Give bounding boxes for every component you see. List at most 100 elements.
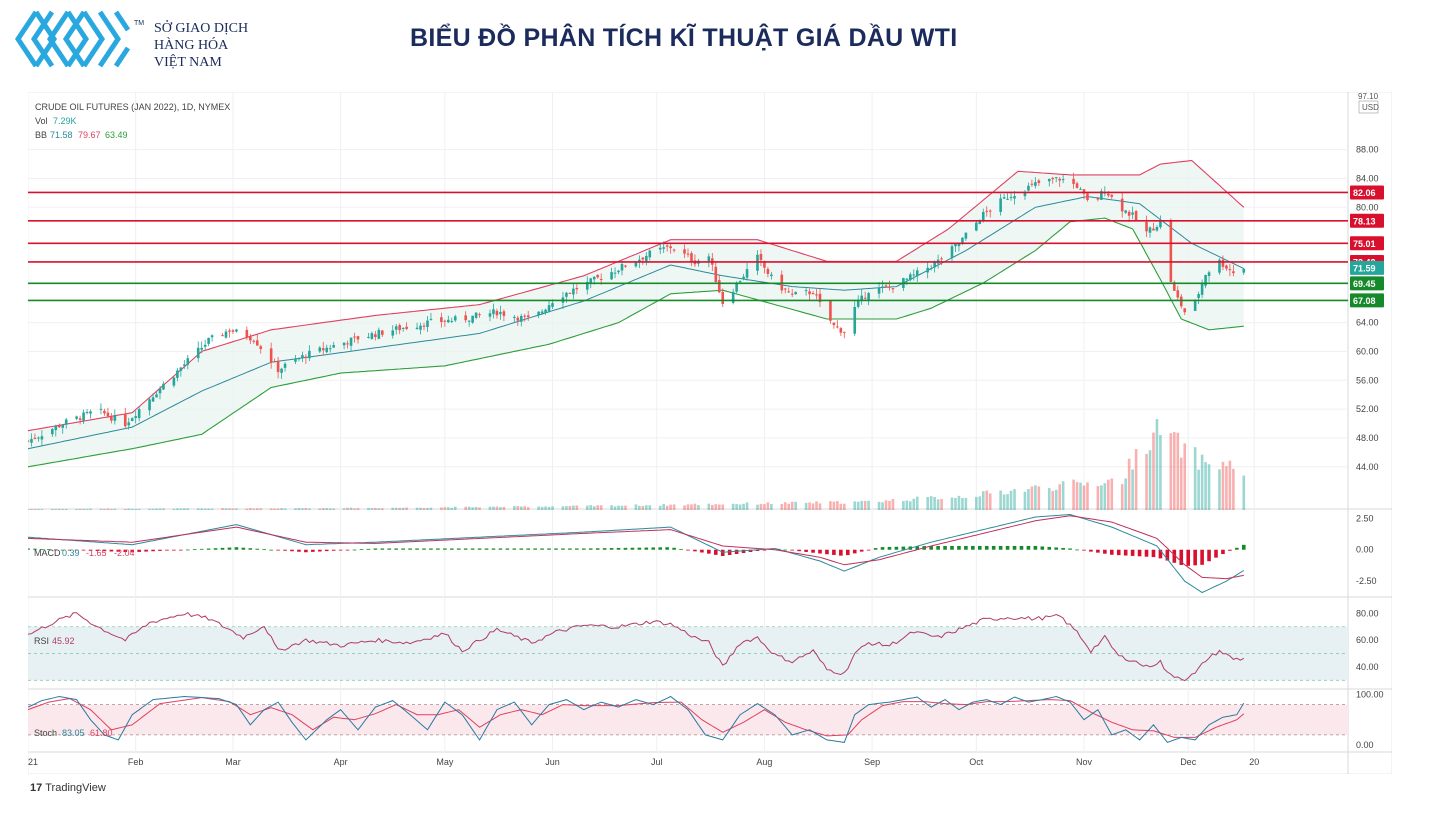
currency-label: USD [1362,103,1379,112]
logo-line-3: VIỆT NAM [154,55,222,70]
candle-body [57,425,61,428]
macd-histogram-bar [269,549,273,551]
volume-bar [374,507,377,510]
candle-body [151,397,155,402]
volume-bar [638,505,641,510]
volume-bar [349,507,353,510]
bb-upper-line [27,159,1245,432]
macd-histogram-bar [581,548,586,550]
candle-body [596,274,599,278]
volume-bar [106,508,110,510]
volume-bar [474,506,478,510]
volume-bar [221,508,224,510]
candle-body [308,350,311,359]
x-tick-label: Dec [1180,757,1197,767]
macd-histogram-bar [880,547,885,550]
volume-bar [1047,488,1051,510]
macd-histogram-bar [234,547,239,550]
volume-bar [790,501,794,510]
volume-bar [1207,464,1211,510]
volume-bar [686,504,690,510]
volume-bar [401,507,405,510]
macd-histogram-bar [540,548,544,550]
macd-histogram-bar [1061,547,1065,550]
volume-bar [1058,484,1061,510]
volume-bar [766,502,770,510]
volume-bar [203,508,207,510]
candle-body [745,269,749,278]
candle-body [130,418,134,421]
macd-histogram-bar [991,545,996,550]
volume-bar [568,505,572,510]
candle-body [235,329,238,332]
candle-body [1131,212,1134,215]
macd-histogram-bar [449,548,454,550]
stoch-k-value: 83.05 [62,728,85,738]
volume-bar [127,508,131,510]
candle-body [575,287,579,290]
candle-body [356,336,360,340]
volume-bar [1145,453,1148,510]
volume-bar [252,508,256,510]
volume-bar [1197,469,1200,510]
candle-body [297,358,301,360]
macd-histogram-bar [290,549,294,552]
macd-histogram-bar [929,545,933,550]
candle-body [415,327,419,330]
volume-bar [1006,494,1009,510]
candle-body [1242,268,1246,273]
macd-histogram-bar [436,548,440,550]
candle-body [33,437,37,439]
macd-histogram-bar [81,549,86,551]
volume-bar [915,496,919,510]
candle-body [78,418,82,420]
volume-bar [259,508,263,510]
candle-body [1159,220,1162,228]
volume-bar [985,490,989,510]
volume-bar [1061,481,1065,510]
macd-histogram-bar [616,547,621,550]
candle-body [829,299,832,321]
volume-bar [123,508,127,510]
candle-body [839,328,843,333]
macd-histogram-bar [179,549,183,551]
macd-histogram-bar [971,545,975,550]
candle-body [1079,188,1082,190]
volume-bar [1193,447,1197,510]
volume-bar [933,497,936,510]
volume-bar [624,505,627,510]
volume-bar [787,503,791,510]
macd-histogram-bar [206,548,211,550]
volume-bar [502,506,506,510]
volume-bar [172,508,176,510]
y-tick-label: 60.00 [1356,346,1379,356]
level-badge [1350,293,1384,308]
candle-body [613,272,617,274]
candle-body [884,285,888,287]
level-badge [1350,213,1384,228]
candle-body [353,336,356,338]
macd-histogram-bar [1005,545,1010,550]
macd-histogram-bar [1151,549,1156,558]
candle-body [1009,197,1013,199]
macd-histogram-bar [262,549,267,551]
volume-bars [26,419,1246,510]
volume-bar [1225,466,1228,510]
macd-histogram-bar [964,545,968,550]
candle-body [1207,272,1211,276]
candle-body [325,347,329,353]
volume-bar [815,501,818,510]
volume-bar [620,505,624,510]
macd-histogram-bar [227,547,232,550]
volume-bar [964,497,968,510]
candle-body [269,348,273,363]
volume-bar [547,506,551,510]
macd-histogram-bar [338,549,343,551]
x-tick-label: Jun [545,757,560,767]
candle-body [196,347,200,359]
candle-body [1061,179,1065,181]
candle-body [836,326,839,328]
macd-histogram-bar [304,549,308,553]
bb-basis-value: 71.58 [50,130,73,140]
candle-body [176,370,179,378]
